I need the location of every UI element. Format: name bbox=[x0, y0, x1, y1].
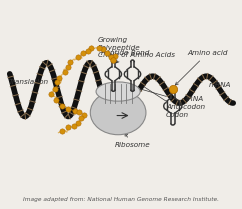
Text: Amino acid: Amino acid bbox=[175, 50, 228, 85]
Text: Anti-codon
Codon: Anti-codon Codon bbox=[166, 104, 205, 117]
Text: Peptide Bond: Peptide Bond bbox=[101, 50, 149, 63]
Text: Growing
Polypeptide
Chain of Amino Acids: Growing Polypeptide Chain of Amino Acids bbox=[98, 37, 175, 58]
Text: Image adapted from: National Human Genome Research Institute.: Image adapted from: National Human Genom… bbox=[23, 197, 219, 202]
Text: tRNA: tRNA bbox=[185, 96, 204, 102]
Ellipse shape bbox=[90, 90, 146, 135]
Text: Ribosome: Ribosome bbox=[115, 133, 150, 148]
Text: Translation: Translation bbox=[9, 79, 49, 85]
Ellipse shape bbox=[96, 82, 140, 101]
Text: mRNA: mRNA bbox=[209, 82, 231, 88]
